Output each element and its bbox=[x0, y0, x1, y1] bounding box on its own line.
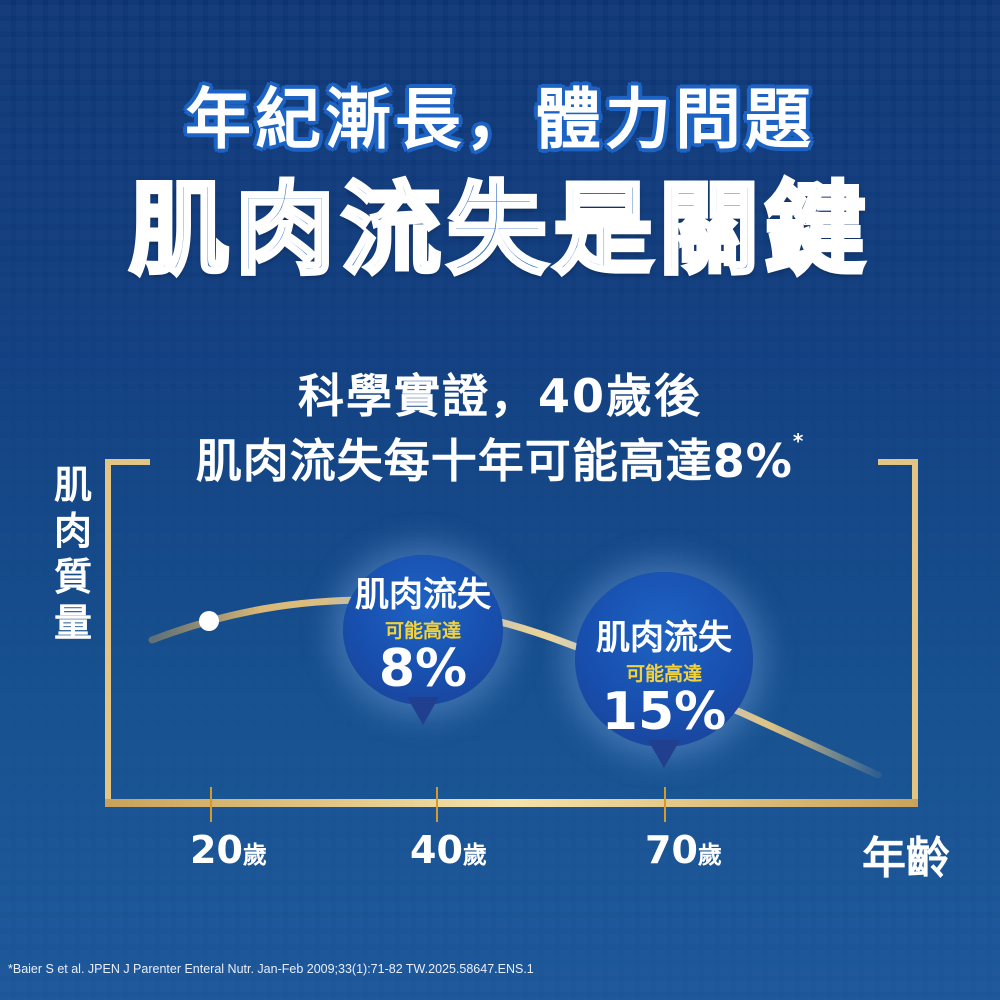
footnote-marker: * bbox=[792, 429, 805, 453]
x-tick-20: 20歲 bbox=[190, 828, 267, 872]
bubble-70-subtitle: 可能高達 bbox=[625, 663, 702, 685]
muscle-mass-curve bbox=[148, 596, 882, 779]
x-tick-70-unit: 歲 bbox=[697, 841, 722, 869]
x-tick-40: 40歲 bbox=[410, 828, 487, 872]
bubble-70: 肌肉流失 可能高達 15% bbox=[575, 572, 753, 768]
headline-line-1: 年紀漸長，體力問題 bbox=[185, 81, 815, 158]
bubble-40-title: 肌肉流失 bbox=[355, 575, 491, 615]
x-tick-40-num: 40 bbox=[410, 828, 463, 872]
bubble-40-subtitle: 可能高達 bbox=[384, 620, 461, 642]
footnote-citation: *Baier S et al. JPEN J Parenter Enteral … bbox=[8, 962, 534, 976]
headline-line-2: 肌肉流失是關鍵 bbox=[127, 169, 871, 290]
x-axis-label: 年齡 bbox=[862, 833, 950, 884]
x-tick-40-unit: 歲 bbox=[462, 841, 487, 869]
bubble-70-value: 15% bbox=[601, 682, 727, 742]
x-tick-70: 70歲 bbox=[645, 828, 722, 872]
x-tick-20-num: 20 bbox=[190, 828, 243, 872]
bubble-40-pointer bbox=[407, 697, 439, 725]
bubble-70-title: 肌肉流失 bbox=[596, 618, 732, 658]
y-axis-label: 肌肉質量 bbox=[53, 463, 92, 645]
bubble-70-pointer bbox=[648, 740, 680, 768]
subheadline-line-2: 肌肉流失每十年可能高達8%* bbox=[0, 425, 1000, 491]
subheadline-line-1: 科學實證，40歲後 bbox=[297, 369, 702, 423]
x-tick-20-unit: 歲 bbox=[242, 841, 267, 869]
subheadline-text: 肌肉流失每十年可能高達8% bbox=[195, 434, 793, 488]
bubble-40-value: 8% bbox=[378, 639, 468, 699]
start-point-marker bbox=[199, 611, 219, 631]
bubble-40: 肌肉流失 可能高達 8% bbox=[343, 555, 503, 725]
x-tick-70-num: 70 bbox=[645, 828, 698, 872]
